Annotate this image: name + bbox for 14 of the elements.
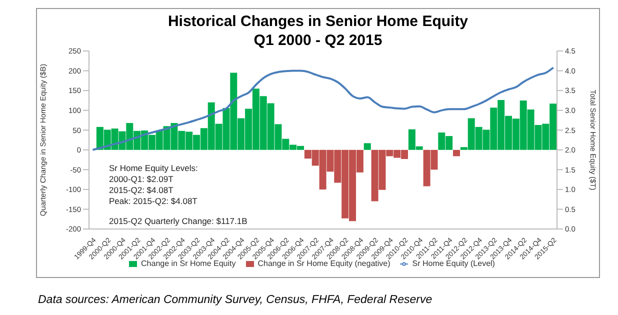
legend-label: Sr Home Equity (Level) xyxy=(412,259,495,268)
line-series xyxy=(92,66,554,151)
bar xyxy=(364,143,371,150)
bar xyxy=(453,150,460,156)
annotation: Peak: 2015-Q2: $4.08T xyxy=(109,196,198,207)
chart-subtitle: Q1 2000 - Q2 2015 xyxy=(254,32,382,49)
chart-title: Historical Changes in Senior Home Equity xyxy=(166,12,470,31)
annotation: Sr Home Equity Levels: xyxy=(109,163,199,174)
legend-label: Change in Sr Home Equity xyxy=(141,259,236,268)
annotation: 2000-Q1: $2.09T xyxy=(109,174,174,185)
annotation: 2015-Q2 Quarterly Change: $117.1B xyxy=(109,216,248,227)
legend-label: Change in Sr Home Equity (negative) xyxy=(258,259,390,268)
text: Data sources: American Community Survey, Census, FHFA, Federal Reserve xyxy=(38,294,434,306)
annotation: 2015-Q2: $4.08T xyxy=(109,185,174,196)
